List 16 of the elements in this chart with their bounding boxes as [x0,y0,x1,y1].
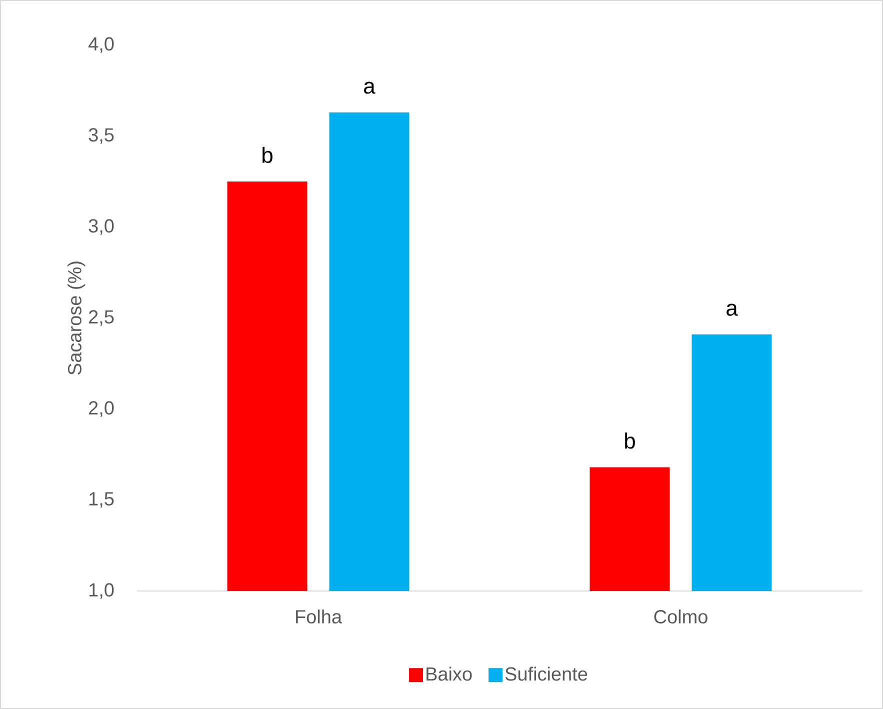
data-label: b [262,146,272,163]
data-label: a [364,82,376,94]
y-tick-label: 2,5 [89,310,114,326]
x-tick-label: Colmo [654,610,708,624]
y-tick-label: 1,5 [90,492,114,508]
data-label: b [625,432,635,449]
y-tick-label: 1,0 [90,583,114,599]
y-axis-title: Sacarose (%) [67,262,86,375]
y-tick-label: 2,0 [89,401,114,417]
legend-label: Suficiente [505,666,588,681]
y-tick-label: 3,5 [88,128,114,144]
legend-label: Baixo [426,666,472,681]
data-label: a [726,304,738,316]
x-tick-label: Folha [296,610,342,624]
y-tick-label: 3,0 [88,219,114,235]
y-tick-label: 4,0 [88,37,114,53]
